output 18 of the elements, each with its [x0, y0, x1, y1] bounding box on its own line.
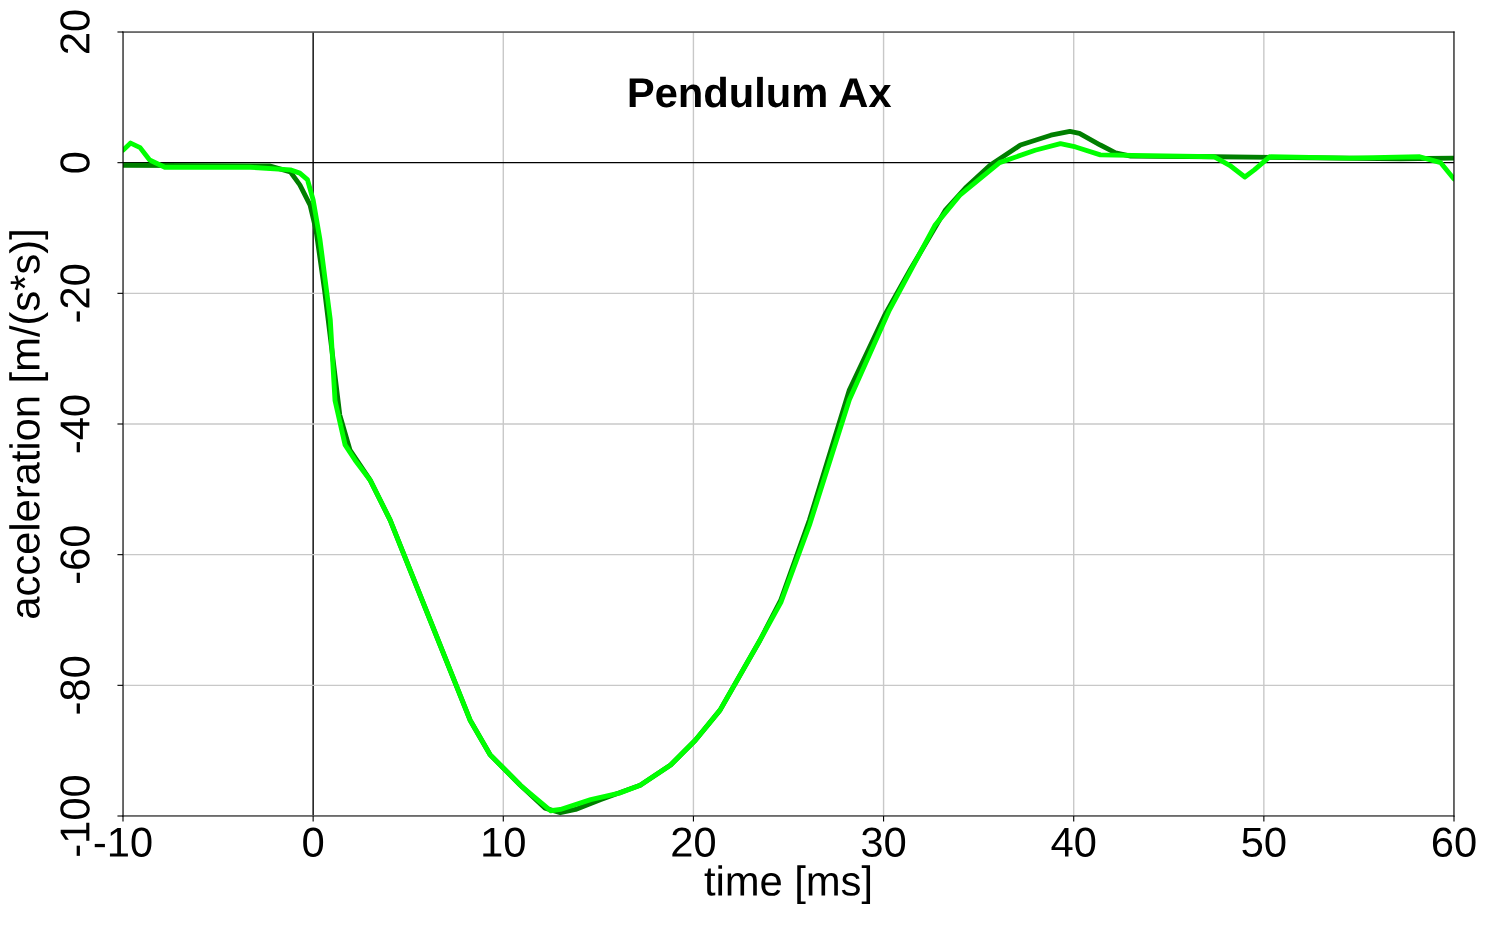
y-tick-label: 0: [60, 152, 90, 173]
y-tick-label: -40: [60, 395, 90, 453]
x-tick-label: 20: [672, 827, 715, 858]
x-tick-label: 30: [861, 827, 906, 858]
x-tick-label: 0: [303, 827, 324, 858]
y-axis-title: acceleration [m/(s*s)]: [9, 231, 49, 618]
y-tick-label: -60: [60, 526, 90, 583]
x-tick-label: -10: [94, 827, 152, 858]
x-tick-label: 50: [1242, 827, 1286, 858]
y-tick-label: 20: [60, 10, 90, 54]
x-tick-label: 40: [1051, 827, 1096, 858]
y-tick-label: -80: [60, 656, 90, 714]
x-axis-title: time [ms]: [704, 865, 871, 905]
y-tick-label: -100: [60, 775, 90, 856]
x-tick-label: 10: [483, 827, 525, 858]
x-tick-label: 60: [1432, 827, 1476, 858]
text: Pendulum Ax: [629, 76, 892, 108]
y-tick-label: -20: [60, 264, 90, 322]
